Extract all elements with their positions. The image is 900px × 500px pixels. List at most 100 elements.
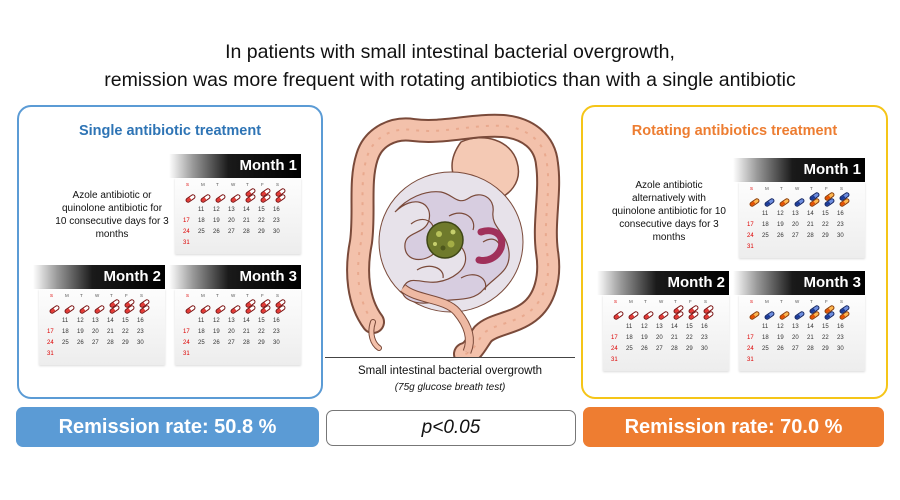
calendar-day: 19 [213,218,220,224]
calendar-day: 30 [837,346,844,352]
weekday-label: W [231,293,236,298]
calendar-day: 29 [258,229,265,235]
calendar-day: 20 [656,335,663,341]
weekday-label: S [140,293,144,298]
weekday-label: F [261,182,264,187]
pill-icon [778,310,791,321]
weekday-label: T [216,182,219,187]
calendar-day: 27 [228,229,235,235]
calendar-day: 14 [671,324,678,330]
calendar-page: S M T W T F S 11 12 13 14 15 16 17 18 19 20 21 22 23 24 25 26 2… [739,295,865,371]
weekday-label: F [261,293,264,298]
weekday-label: F [689,299,692,304]
weekday-label: T [674,299,677,304]
calendar-day: 22 [258,218,265,224]
intestine-illustration [346,113,561,357]
figure-title: In patients with small intestinal bacter… [0,38,900,94]
calendar-day: 13 [228,318,235,324]
calendar-day: 23 [837,222,844,228]
pill-icon [63,304,76,315]
calendar-day: 15 [686,324,693,330]
calendar-day: 27 [792,233,799,239]
calendar-day: 15 [258,207,265,213]
weekday-label: F [825,186,828,191]
single-antibiotic-panel: Single antibiotic treatment Azole antibi… [17,105,323,399]
calendar-day: 23 [273,329,280,335]
weekday-label: T [246,182,249,187]
calendar-day: 11 [62,318,69,324]
weekday-label: S [276,182,280,187]
calendar-day: 16 [137,318,144,324]
calendar-day: 29 [822,233,829,239]
calendar-page: S M T W T F S 11 12 13 14 15 16 17 18 19 20 21 22 23 24 25 26 2… [739,182,865,258]
calendar-day: 28 [243,229,250,235]
weekday-label: S [750,299,754,304]
weekday-label: M [765,299,769,304]
calendar-day: 12 [77,318,84,324]
calendar-month-3: Month 3 S M T W T F S 11 12 13 14 15 16 17 18 19 20 21 22 2… [733,271,865,371]
p-value: p<0.05 [326,410,576,446]
calendar-day: 24 [183,340,190,346]
pill-icon [657,310,670,321]
weekday-label: S [276,293,280,298]
calendar-day: 24 [747,346,754,352]
calendar-day: 27 [228,340,235,346]
calendar-day: 20 [228,218,235,224]
weekday-label: S [840,299,844,304]
weekday-label: T [644,299,647,304]
pill-icon [184,193,197,204]
pill-icon [214,193,227,204]
month-label: Month 3 [803,274,862,291]
title-line-1: In patients with small intestinal bacter… [225,41,675,63]
calendar-day: 12 [213,318,220,324]
calendar-day: 16 [837,211,844,217]
calendar-page: S M T W T F S 11 12 13 14 15 16 17 18 19 20 21 22 23 24 25 26 2… [39,289,165,365]
calendar-month-3: Month 3 S M T W T F S 11 12 13 14 15 16 17 18 19 20 21 22 2… [169,265,301,365]
month-label: Month 2 [667,274,726,291]
calendar-day: 21 [243,218,250,224]
weekday-label: T [810,186,813,191]
calendar-page: S M T W T F S 11 12 13 14 15 16 17 18 19 20 21 22 23 24 25 26 2… [603,295,729,371]
calendar-day: 25 [762,233,769,239]
pill-icon [763,310,776,321]
calendar-day: 20 [792,335,799,341]
month-label: Month 1 [803,161,862,178]
desc-line: alternatively with [632,193,706,204]
calendar-month-2: Month 2 S M T W T F S 11 12 13 14 15 16 17 18 19 20 21 22 2… [597,271,729,371]
calendar-day: 30 [273,229,280,235]
calendar-day: 13 [792,211,799,217]
calendar-day: 24 [47,340,54,346]
calendar-day: 30 [837,233,844,239]
single-antibiotic-title: Single antibiotic treatment [78,123,262,139]
calendar-day: 16 [837,324,844,330]
calendar-day: 23 [273,218,280,224]
calendar-day: 20 [228,329,235,335]
calendar-day: 30 [701,346,708,352]
calendar-day: 18 [198,218,205,224]
calendar-day: 11 [198,207,205,213]
calendar-day: 31 [611,357,618,363]
calendar-day: 15 [822,324,829,330]
calendar-day: 13 [792,324,799,330]
calendar-day: 28 [807,346,814,352]
calendar-day: 18 [626,335,633,341]
calendar-day: 27 [656,346,663,352]
title-line-2: remission was more frequent with rotatin… [104,69,796,91]
test-subcaption: (75g glucose breath test) [394,382,506,393]
condition-caption: Small intestinal bacterial overgrowth [357,365,543,377]
calendar-day: 13 [228,207,235,213]
weekday-label: W [795,186,800,191]
single-antibiotic-description: Azole antibiotic or quinolone antibiotic… [47,189,177,241]
calendar-page: S M T W T F S 11 12 13 14 15 16 17 18 19 20 21 22 23 24 25 26 2… [175,178,301,254]
calendar-month-2: Month 2 S M T W T F S 11 12 13 14 15 16 17 18 19 20 21 22 2… [33,265,165,365]
calendar-day: 22 [822,222,829,228]
calendar-day: 16 [273,207,280,213]
calendar-day: 23 [701,335,708,341]
bacteria-icon [426,221,464,259]
pill-icon [229,304,242,315]
calendar-day: 21 [243,329,250,335]
weekday-label: T [810,299,813,304]
weekday-label: S [614,299,618,304]
pill-icon [748,197,761,208]
calendar-day: 26 [777,346,784,352]
